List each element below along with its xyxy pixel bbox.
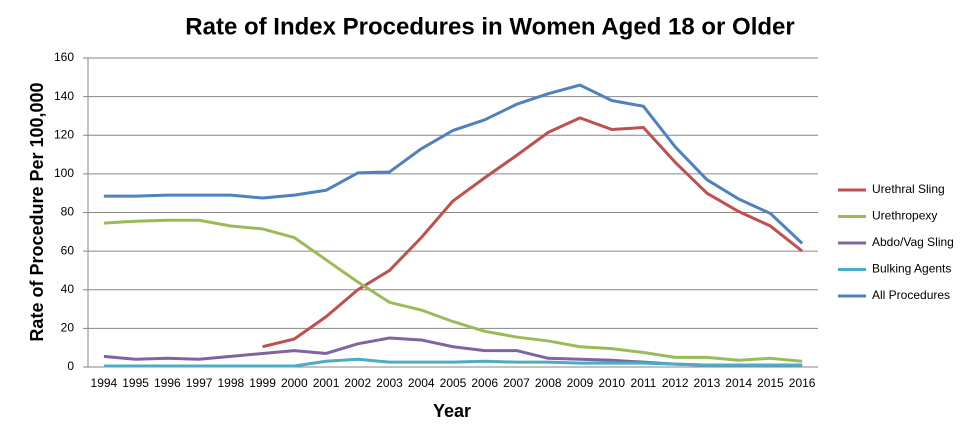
y-tick-label: 160 (54, 50, 74, 64)
y-tick-label: 140 (54, 89, 74, 103)
x-tick-label: 2000 (281, 376, 308, 390)
x-tick-label: 2009 (567, 376, 594, 390)
y-tick-label: 60 (61, 243, 75, 257)
x-tick-label: 2001 (313, 376, 340, 390)
y-axis-label: Rate of Procedure Per 100,000 (27, 82, 47, 341)
x-tick-label: 2014 (725, 376, 752, 390)
x-tick-label: 2003 (376, 376, 403, 390)
series-line (103, 83, 804, 245)
x-tick-label: 2004 (408, 376, 435, 390)
x-tick-label: 1998 (217, 376, 244, 390)
y-tick-label: 20 (61, 321, 75, 335)
x-tick-label: 2008 (535, 376, 562, 390)
legend-label: All Procedures (872, 288, 950, 302)
series-line (262, 116, 804, 349)
legend-label: Urethropexy (872, 209, 937, 223)
x-tick-label: 2013 (694, 376, 721, 390)
x-tick-label: 2016 (789, 376, 816, 390)
x-tick-label: 2005 (440, 376, 467, 390)
chart-title: Rate of Index Procedures in Women Aged 1… (185, 13, 794, 40)
y-tick-label: 40 (61, 282, 75, 296)
legend-label: Bulking Agents (872, 262, 951, 276)
x-tick-label: 2015 (757, 376, 784, 390)
x-tick-label: 2011 (631, 376, 657, 390)
x-tick-label: 2006 (471, 376, 498, 390)
x-tick-label: 2010 (598, 376, 625, 390)
x-axis-label: Year (433, 401, 471, 421)
y-tick-label: 100 (54, 166, 74, 180)
y-tick-label: 0 (67, 359, 74, 373)
x-tick-label: 1996 (154, 376, 181, 390)
x-tick-label: 1994 (91, 376, 118, 390)
x-tick-label: 2007 (503, 376, 530, 390)
series-line (103, 218, 803, 363)
x-tick-label: 2012 (662, 376, 689, 390)
legend-label: Urethral Sling (872, 182, 945, 196)
y-tick-label: 120 (54, 127, 74, 141)
x-tick-label: 1999 (249, 376, 276, 390)
x-tick-label: 2002 (344, 376, 371, 390)
x-tick-label: 1995 (122, 376, 149, 390)
y-tick-label: 80 (61, 205, 75, 219)
legend-label: Abdo/Vag Sling (872, 235, 954, 249)
series-line (103, 357, 803, 368)
x-tick-label: 1997 (186, 376, 213, 390)
